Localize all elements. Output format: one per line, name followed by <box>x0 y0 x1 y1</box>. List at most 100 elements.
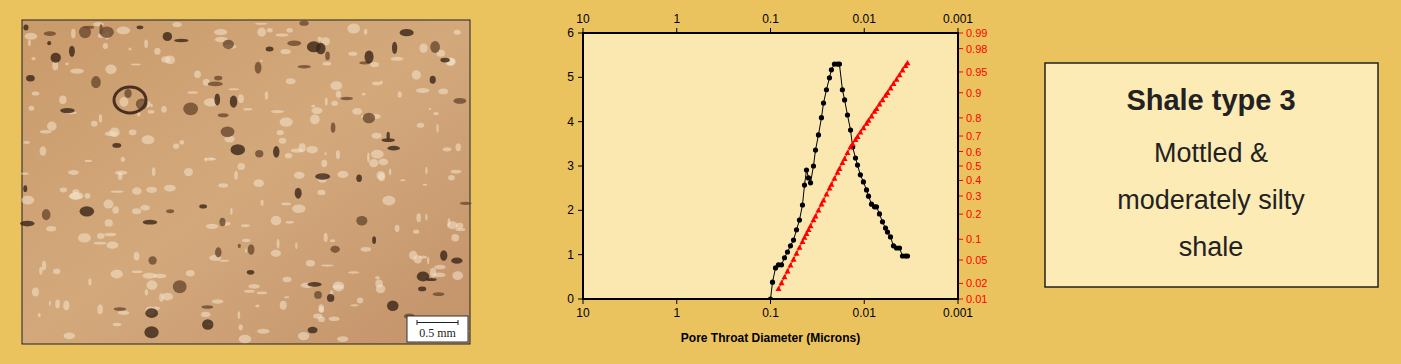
circle-marker <box>888 234 893 239</box>
photo-grain <box>337 171 348 178</box>
triangle-marker <box>813 213 819 218</box>
caption-line: Mottled & <box>1154 138 1268 168</box>
photo-grain <box>88 278 91 285</box>
photo-grain <box>40 146 47 155</box>
photo-grain <box>372 133 382 139</box>
photo-grain <box>451 234 459 241</box>
plot-area <box>583 33 958 299</box>
photo-grain <box>308 327 318 334</box>
triangle-marker <box>808 223 814 228</box>
y2-tick-label: 0.6 <box>966 146 981 158</box>
photo-grain <box>241 224 250 227</box>
caption: Shale type 3Mottled &moderately siltysha… <box>1045 63 1378 287</box>
photo-grain <box>254 179 264 187</box>
photo-grain <box>94 242 107 245</box>
photo-grain <box>317 37 321 42</box>
photo-grain <box>427 257 429 264</box>
photo-grain <box>443 147 452 151</box>
photo-grain <box>456 223 464 229</box>
photo-grain <box>91 121 98 127</box>
caption-title: Shale type 3 <box>1126 84 1295 116</box>
photo-grain <box>413 229 419 233</box>
photo-grain <box>255 150 263 157</box>
photo-grain <box>70 68 84 73</box>
photo-grain <box>238 311 241 319</box>
y2-tick-label: 0.2 <box>966 208 981 220</box>
photo-grain <box>23 25 28 31</box>
photo-grain <box>434 265 445 270</box>
photo-grain <box>118 172 123 180</box>
circle-marker <box>864 187 869 192</box>
photo-grain <box>367 152 370 162</box>
photo-grain <box>212 299 224 303</box>
photo-grain <box>433 292 445 296</box>
photo-grain <box>281 203 291 206</box>
photo-grain <box>164 185 176 192</box>
photo-grain <box>152 167 156 176</box>
photo-grain <box>103 200 113 209</box>
photo-grain <box>382 196 395 206</box>
circle-marker <box>845 112 850 117</box>
photo-grain <box>46 226 56 232</box>
photo-grain <box>78 233 91 242</box>
photo-grain <box>21 196 34 205</box>
x-tick-label-top: 10 <box>576 12 590 26</box>
photo-grain <box>118 311 130 315</box>
photo-grain <box>306 260 315 266</box>
photo-grain <box>452 271 463 280</box>
triangle-marker <box>779 280 785 285</box>
series-line <box>771 64 908 299</box>
photo-grain <box>219 260 229 262</box>
photo-grain <box>382 138 395 142</box>
photo-grain <box>255 304 259 307</box>
photo-grain <box>238 244 241 248</box>
y2-tick-label: 0.95 <box>966 66 987 78</box>
photo-grain <box>285 221 294 224</box>
photo-grain <box>104 233 116 237</box>
triangle-marker <box>896 72 902 77</box>
caption-line: shale <box>1179 232 1244 262</box>
circle-marker <box>897 245 902 250</box>
photo-grain <box>387 300 399 310</box>
photo-grain <box>428 108 431 110</box>
photo-grain <box>134 252 140 261</box>
scale-label: 0.5 mm <box>419 326 456 340</box>
photo-grain <box>107 242 119 249</box>
photo-grain <box>376 284 386 293</box>
photo-grain <box>85 193 91 199</box>
photo-grain <box>23 141 30 144</box>
photo-grain <box>26 75 35 82</box>
photo-grain <box>173 280 187 293</box>
background <box>0 0 1401 364</box>
photo-grain <box>372 82 381 86</box>
y-tick-label: 1 <box>567 248 574 262</box>
photo-grain <box>20 221 35 227</box>
photo-grain <box>111 270 123 279</box>
photo-grain <box>214 76 222 81</box>
photo-grain <box>352 108 362 115</box>
circle-marker <box>813 147 818 152</box>
series-line <box>778 63 907 289</box>
photo-frame <box>22 20 470 344</box>
photo-grain <box>228 88 239 90</box>
photo-grain <box>453 98 466 104</box>
triangle-marker <box>815 207 821 212</box>
photo-grain <box>310 115 320 125</box>
photo-grain <box>218 113 229 117</box>
triangle-marker <box>831 175 837 180</box>
photo-grain <box>319 306 324 312</box>
photo-grain <box>132 187 142 194</box>
y2-tick-label: 0.02 <box>966 277 987 289</box>
photo-grain <box>173 144 179 149</box>
photo-grain <box>325 52 330 61</box>
circle-marker <box>885 229 890 234</box>
triangle-marker <box>782 274 788 279</box>
photo-grain <box>208 82 223 87</box>
photo-grain <box>440 58 450 63</box>
photo-grain <box>267 28 273 33</box>
photo-grain <box>248 284 260 289</box>
photo-grain <box>142 135 155 144</box>
triangle-marker <box>775 286 781 291</box>
photo-grain <box>117 27 131 35</box>
photo-grain <box>430 76 436 84</box>
